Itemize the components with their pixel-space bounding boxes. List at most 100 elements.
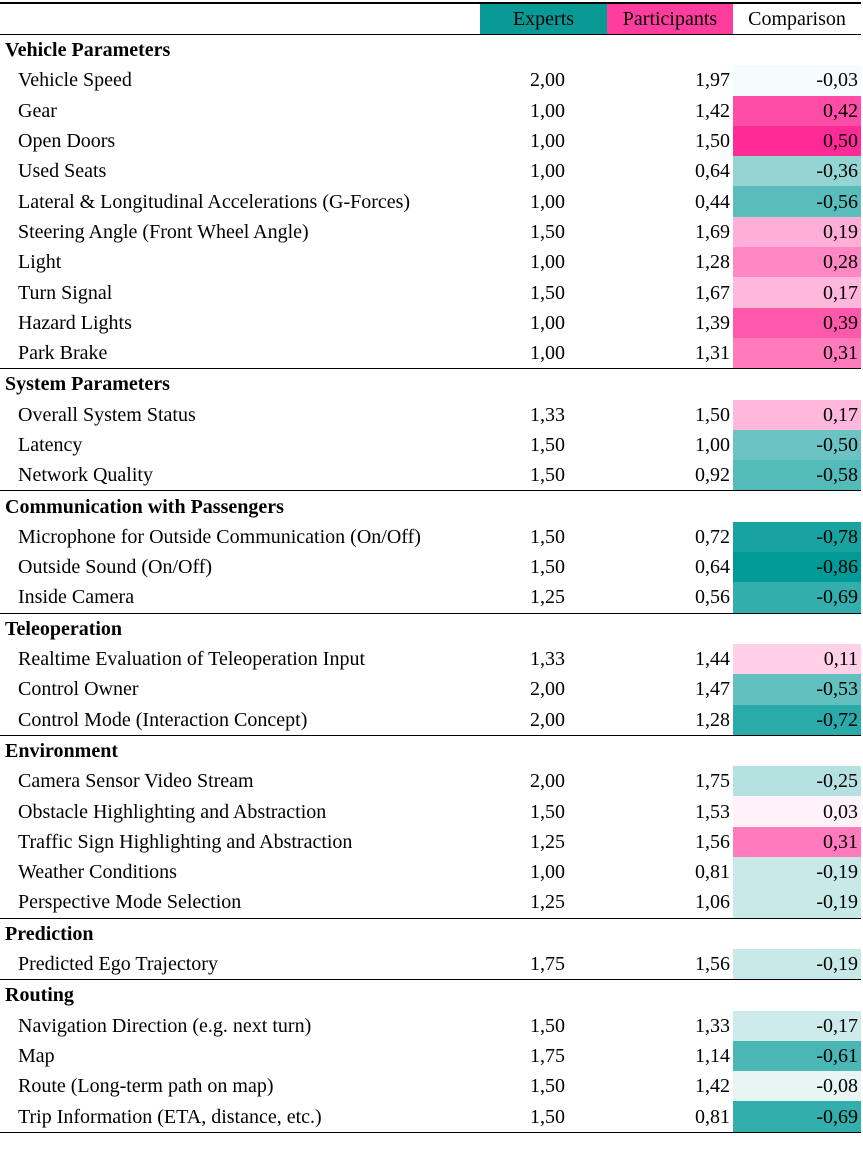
- comparison-value: 0,11: [733, 643, 861, 675]
- participants-value: 1,67: [695, 281, 730, 304]
- row-label: Used Seats: [18, 160, 107, 183]
- participants-value: 1,97: [695, 69, 730, 92]
- data-row: Light 1,00 1,28 0,28: [0, 247, 861, 278]
- participants-value: 0,56: [695, 586, 730, 609]
- section-title: Vehicle Parameters: [0, 34, 861, 66]
- experts-value: 1,33: [530, 648, 565, 671]
- data-row: Network Quality 1,50 0,92 -0,58: [0, 460, 861, 491]
- row-label: Route (Long-term path on map): [18, 1075, 274, 1098]
- comparison-value: -0,50: [733, 429, 861, 461]
- comparison-value: -0,56: [733, 186, 861, 217]
- section-row: Routing: [0, 979, 861, 1011]
- experts-value: 2,00: [530, 708, 565, 731]
- experts-value: 1,75: [530, 953, 565, 976]
- comparison-value: -0,19: [733, 948, 861, 980]
- data-row: Predicted Ego Trajectory 1,75 1,56 -0,19: [0, 948, 861, 980]
- participants-value: 1,28: [695, 251, 730, 274]
- row-label: Perspective Mode Selection: [18, 891, 242, 914]
- experts-value: 1,50: [530, 220, 565, 243]
- data-row: Weather Conditions 1,00 0,81 -0,19: [0, 857, 861, 888]
- comparison-value: -0,03: [733, 65, 861, 96]
- section-row: System Parameters: [0, 368, 861, 400]
- comparison-value: 0,39: [733, 307, 861, 338]
- data-row: Lateral & Longitudinal Accelerations (G-…: [0, 186, 861, 217]
- row-label: Vehicle Speed: [18, 69, 132, 92]
- experts-value: 1,25: [530, 891, 565, 914]
- participants-value: 0,81: [607, 1101, 733, 1133]
- comparison-value: -0,17: [733, 1010, 861, 1041]
- participants-value: 1,75: [695, 770, 730, 793]
- experts-value: 1,50: [530, 464, 565, 487]
- comparison-value: -0,08: [733, 1071, 861, 1102]
- data-row: Control Owner 2,00 1,47 -0,53: [0, 674, 861, 705]
- row-label: Light: [18, 251, 62, 274]
- data-row: Steering Angle (Front Wheel Angle) 1,50 1,…: [0, 216, 861, 248]
- data-row: Vehicle Speed 2,00 1,97 -0,03: [0, 65, 861, 96]
- data-row: Navigation Direction (e.g. next turn) 1,5…: [0, 1010, 861, 1041]
- experts-value: 2,00: [530, 69, 565, 92]
- row-label: Control Owner: [18, 678, 139, 701]
- participants-value: 0,44: [695, 190, 730, 213]
- data-row: Park Brake 1,00 1,31 0,31: [0, 337, 861, 369]
- participants-value: 1,50: [695, 403, 730, 426]
- row-label: Gear: [18, 99, 57, 122]
- row-label: Network Quality: [18, 464, 153, 487]
- participants-value: 0,64: [695, 160, 730, 183]
- participants-value: 1,06: [695, 891, 730, 914]
- experts-value: 1,00: [530, 342, 565, 365]
- participants-value: 1,42: [695, 99, 730, 122]
- participants-value: 1,44: [695, 648, 730, 671]
- experts-value: 2,00: [530, 678, 565, 701]
- row-label: Inside Camera: [18, 586, 135, 609]
- data-row: Inside Camera 1,25 0,56 -0,69: [0, 582, 861, 614]
- comparison-value: 0,28: [733, 247, 861, 278]
- experts-value: 1,50: [530, 1014, 565, 1037]
- comparison-value: -0,19: [733, 887, 861, 919]
- comparison-value: -0,58: [733, 460, 861, 491]
- data-row: Microphone for Outside Communication (On…: [0, 521, 861, 553]
- experts-value: 1,75: [530, 1044, 565, 1067]
- section-title: Teleoperation: [0, 612, 861, 644]
- section-title: Communication with Passengers: [0, 490, 861, 522]
- participants-value: 0,92: [695, 464, 730, 487]
- row-label: Park Brake: [18, 342, 108, 365]
- experts-value: 1,00: [530, 99, 565, 122]
- row-label: Steering Angle (Front Wheel Angle): [18, 220, 309, 243]
- participants-value: 1,00: [695, 434, 730, 456]
- row-label: Outside Sound (On/Off): [18, 556, 213, 579]
- participants-value: 1,14: [695, 1044, 730, 1067]
- data-row: Perspective Mode Selection 1,25 1,06 -0,19: [0, 887, 861, 919]
- participants-value: 1,56: [695, 953, 730, 976]
- experts-value: 1,25: [530, 586, 565, 609]
- comparison-value: -0,53: [733, 674, 861, 705]
- experts-value: 1,25: [530, 830, 565, 853]
- data-row: Turn Signal 1,50 1,67 0,17: [0, 277, 861, 308]
- experts-value: 1,00: [530, 251, 565, 274]
- comparison-value: -0,19: [733, 857, 861, 888]
- row-label: Open Doors: [18, 130, 116, 153]
- data-row: Camera Sensor Video Stream 2,00 1,75 -0,25: [0, 766, 861, 797]
- row-label: Navigation Direction (e.g. next turn): [18, 1014, 312, 1037]
- data-row: Traffic Sign Highlighting and Abstractio…: [0, 826, 861, 858]
- row-label: Obstacle Highlighting and Abstraction: [18, 800, 327, 823]
- experts-value: 1,00: [530, 190, 565, 213]
- data-row: Gear 1,00 1,42 0,42: [0, 95, 861, 126]
- row-label: Traffic Sign Highlighting and Abstractio…: [18, 830, 353, 853]
- experts-value: 1,50: [480, 1101, 607, 1133]
- experts-value: 1,33: [530, 403, 565, 426]
- participants-value: 1,47: [695, 678, 730, 701]
- row-label: Realtime Evaluation of Teleoperation Inp…: [18, 648, 366, 671]
- data-row: Map 1,75 1,14 -0,61: [0, 1040, 861, 1072]
- data-row: Obstacle Highlighting and Abstraction 1,5…: [0, 796, 861, 827]
- data-row: Open Doors 1,00 1,50 0,50: [0, 125, 861, 157]
- header-row: Experts Participants Comparison: [0, 2, 861, 35]
- section-row: Communication with Passengers: [0, 490, 861, 522]
- comparison-value: 0,17: [733, 277, 861, 308]
- row-label: Control Mode (Interaction Concept): [18, 708, 308, 731]
- section-row: Teleoperation: [0, 612, 861, 644]
- experts-value: 1,50: [530, 434, 565, 456]
- participants-value: 1,31: [695, 342, 730, 365]
- participants-value: 1,56: [695, 830, 730, 853]
- data-row: Latency 1,50 1,00 -0,50: [0, 429, 861, 461]
- comparison-value: 0,31: [733, 337, 861, 369]
